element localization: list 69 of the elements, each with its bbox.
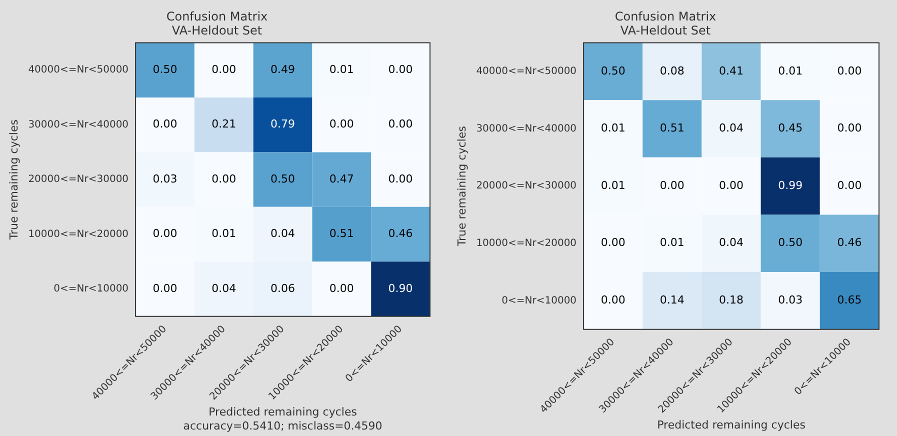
text: accuracy=0.5410; misclass=0.4590 [183, 419, 382, 432]
data-label: 0.50 [270, 172, 296, 186]
data-label: 0.01 [600, 122, 626, 135]
data-label: 0.01 [329, 63, 354, 76]
data-label: 0.79 [270, 118, 296, 131]
y-tick-label: 40000<=Nr<50000 [476, 66, 577, 78]
data-label: 0.41 [719, 64, 744, 78]
y-tick-label: 20000<=Nr<30000 [476, 180, 577, 192]
data-label: 0.46 [837, 236, 862, 250]
data-label: 0.00 [329, 118, 354, 131]
y-tick-label: 20000<=Nr<30000 [28, 174, 129, 186]
data-label: 0.08 [660, 64, 684, 78]
data-label: 0.50 [778, 236, 803, 250]
data-label: 0.00 [660, 178, 684, 192]
y-tick-label: 0<=Nr<10000 [54, 284, 129, 295]
y-tick-label: 30000<=Nr<40000 [476, 123, 577, 134]
data-label: 0.00 [600, 236, 626, 250]
data-label: 0.46 [388, 227, 413, 240]
data-label: 0.45 [778, 122, 803, 135]
y-tick-label: 30000<=Nr<40000 [28, 119, 129, 130]
data-label: 0.50 [152, 63, 178, 76]
data-label: 0.04 [719, 122, 744, 135]
data-label: 0.21 [212, 118, 236, 131]
data-label: 0.06 [270, 282, 296, 295]
data-label: 0.14 [660, 294, 684, 307]
data-label: 0.00 [719, 178, 744, 192]
y-tick-label: 10000<=Nr<20000 [476, 238, 577, 249]
x-axis-title: Predicted remaining cycles [657, 418, 806, 432]
data-label: 0.47 [329, 172, 354, 186]
y-axis-title: True remaining cycles [7, 119, 20, 241]
y-tick-label: 0<=Nr<10000 [502, 295, 577, 306]
data-label: 0.01 [660, 236, 684, 250]
data-label: 0.00 [212, 172, 236, 186]
data-label: 0.04 [719, 236, 744, 250]
data-label: 0.90 [388, 282, 413, 295]
data-label: 0.65 [837, 294, 862, 307]
data-label: 0.00 [837, 122, 862, 135]
data-label: 0.00 [212, 63, 236, 76]
data-label: 0.00 [152, 227, 178, 240]
data-label: 0.04 [270, 227, 296, 240]
data-label: 0.01 [212, 227, 236, 240]
chart-title: Confusion Matrix [166, 9, 268, 24]
y-tick-label: 10000<=Nr<20000 [28, 228, 129, 240]
data-label: 0.00 [388, 63, 413, 76]
data-label: 0.99 [778, 178, 803, 192]
chart-subtitle: VA-Heldout Set [172, 24, 262, 38]
data-label: 0.00 [152, 282, 178, 295]
data-label: 0.49 [270, 63, 296, 76]
chart-title: Confusion Matrix [614, 9, 716, 24]
chart-subtitle: VA-Heldout Set [620, 24, 711, 38]
y-tick-label: 40000<=Nr<50000 [28, 64, 129, 76]
data-label: 0.04 [212, 282, 236, 295]
y-axis-title: True remaining cycles [455, 126, 468, 248]
data-label: 0.00 [837, 64, 862, 78]
data-label: 0.00 [329, 282, 354, 295]
data-label: 0.00 [388, 118, 413, 131]
data-label: 0.51 [329, 227, 354, 240]
data-label: 0.00 [388, 172, 413, 186]
data-label: 0.00 [600, 294, 626, 307]
data-label: 0.03 [152, 172, 178, 186]
data-label: 0.51 [660, 122, 684, 135]
data-label: 0.01 [778, 64, 803, 78]
data-label: 0.18 [719, 294, 744, 307]
data-label: 0.01 [600, 178, 626, 192]
data-label: 0.03 [778, 294, 803, 307]
data-label: 0.00 [152, 118, 178, 131]
x-axis-title: Predicted remaining cycles [208, 405, 358, 418]
data-label: 0.00 [837, 178, 862, 192]
data-label: 0.50 [600, 64, 626, 78]
